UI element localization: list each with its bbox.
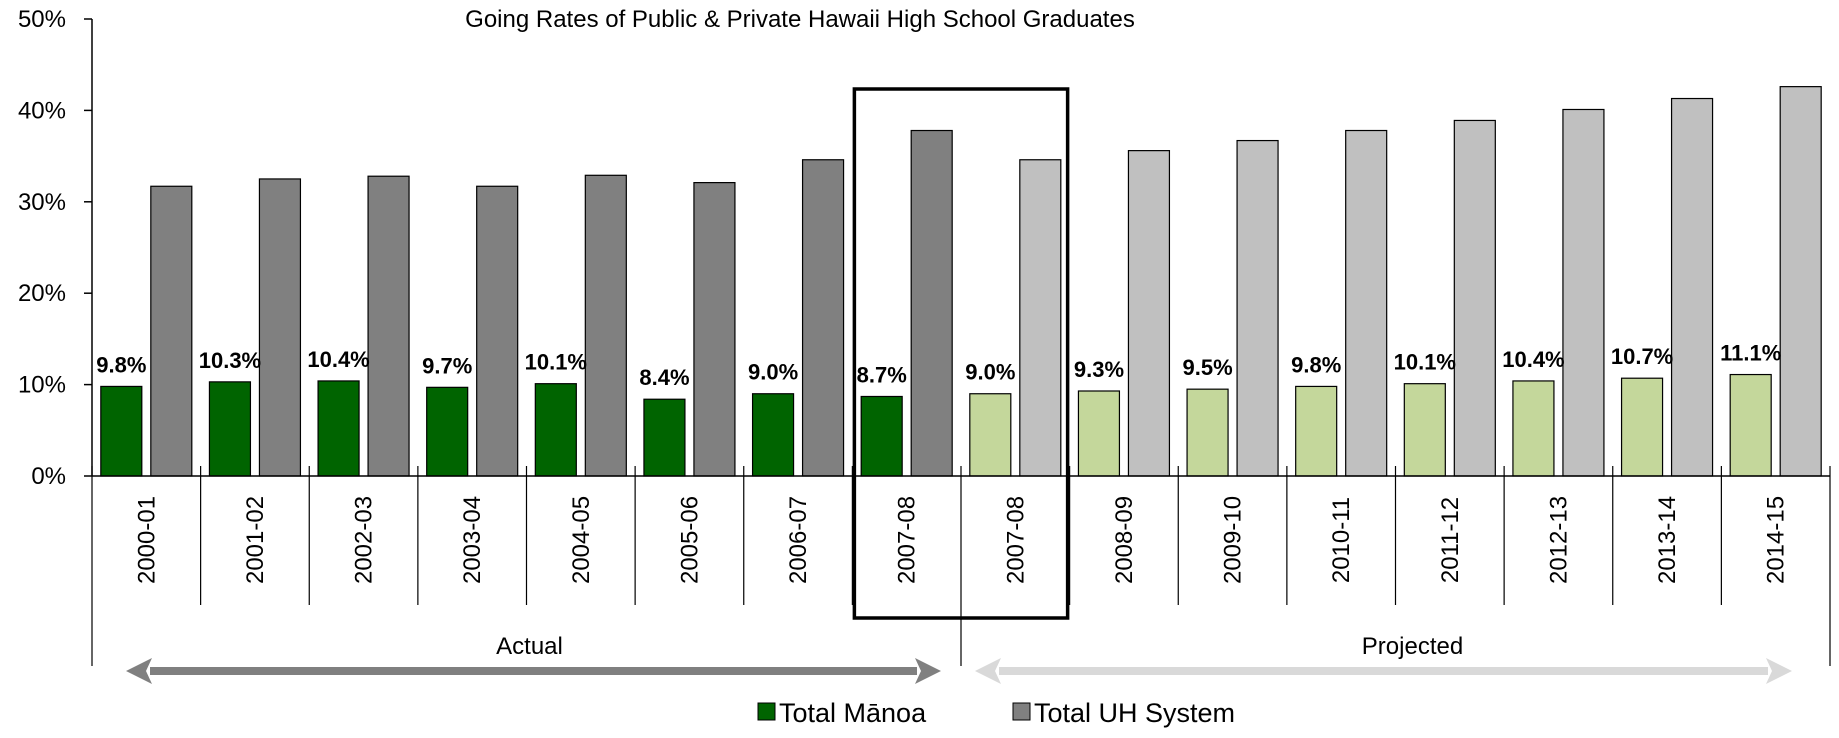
legend: Total Mānoa Total UH System [757, 698, 1235, 728]
legend-swatch [757, 702, 776, 721]
bar-manoa [1512, 380, 1555, 477]
bar-uh-system [258, 178, 302, 477]
legend-swatch [1012, 702, 1031, 721]
bar-uh-system [801, 159, 845, 477]
data-label-manoa: 9.3% [1074, 357, 1124, 382]
data-label-manoa: 10.3% [199, 348, 261, 373]
data-label-manoa: 10.7% [1611, 344, 1673, 369]
y-tick-label: 30% [18, 189, 66, 216]
x-tick-label: 2002-03 [351, 496, 378, 584]
projected-arrow [975, 658, 1792, 684]
x-tick-label: 2014-15 [1763, 496, 1790, 584]
bar-manoa [1403, 383, 1446, 477]
projected-arrow-head-right [1766, 658, 1792, 684]
x-axis: 2000-01 2001-02 2002-03 2003-04 2004-05 2005-… [91, 87, 1831, 666]
bar-manoa [534, 383, 577, 477]
data-label-manoa: 10.4% [1502, 347, 1564, 372]
bar-uh-system [1127, 150, 1171, 477]
actual-arrow-shaft [150, 667, 917, 675]
x-tick-label: 2007-08 [894, 496, 921, 584]
bar-manoa [1186, 388, 1229, 477]
bar-manoa [1077, 390, 1121, 477]
bar-manoa [643, 398, 686, 477]
y-tick-label: 20% [18, 280, 66, 307]
bar-manoa [1295, 385, 1338, 477]
bar-uh-system [1779, 86, 1822, 477]
x-tick-label: 2010-11 [1328, 497, 1355, 583]
actual-arrow [126, 658, 941, 684]
y-tick-label: 0% [31, 463, 66, 490]
bar-manoa [969, 393, 1012, 477]
x-tick-label: 2011-12 [1437, 497, 1464, 583]
x-tick-label: 2008-09 [1111, 496, 1138, 584]
period-label-projected: Projected [1362, 633, 1463, 660]
period-arrows: Actual Projected [126, 633, 1792, 684]
data-label-manoa: 10.4% [307, 347, 369, 372]
bar-manoa [1729, 373, 1772, 477]
period-label-actual: Actual [496, 633, 563, 660]
bars [100, 86, 1822, 477]
data-label-manoa: 9.8% [96, 352, 146, 377]
bar-uh-system [476, 185, 519, 477]
x-tick-label: 2001-02 [242, 496, 269, 584]
x-tick-label: 2004-05 [568, 496, 595, 584]
data-label-manoa: 10.1% [1394, 350, 1456, 375]
y-axis: 0% 10% 20% 30% 40% 50% [18, 6, 93, 490]
bar-manoa [317, 380, 360, 477]
bar-uh-system [584, 174, 627, 477]
data-label-manoa: 9.0% [748, 360, 798, 385]
x-tick-label: 2006-07 [785, 496, 812, 584]
legend-label: Total Mānoa [779, 698, 927, 728]
actual-arrow-head-right [915, 658, 941, 684]
x-tick-label: 2003-04 [459, 496, 486, 584]
projected-arrow-shaft [999, 667, 1768, 675]
bar-manoa [100, 385, 143, 477]
chart-title: Going Rates of Public & Private Hawaii H… [465, 6, 1135, 33]
bar-uh-system [693, 182, 736, 477]
data-label-manoa: 10.1% [525, 350, 587, 375]
actual-arrow-head-left [126, 658, 152, 684]
bar-manoa [208, 381, 252, 477]
data-label-manoa: 9.0% [965, 360, 1015, 385]
bar-uh-system [910, 129, 953, 477]
projected-arrow-head-left [975, 658, 1001, 684]
x-tick-label: 2009-10 [1220, 496, 1247, 584]
x-tick-label: 2000-01 [133, 496, 160, 584]
x-tick-label: 2005-06 [676, 496, 703, 584]
y-tick-label: 50% [18, 6, 66, 33]
data-label-manoa: 8.4% [639, 365, 689, 390]
x-tick-label: 2012-13 [1545, 496, 1572, 584]
bar-manoa [860, 395, 903, 477]
bar-uh-system [1670, 97, 1714, 477]
bar-manoa [1620, 377, 1664, 477]
bar-manoa [751, 393, 795, 477]
bar-uh-system [1562, 108, 1605, 477]
bar-uh-system [1453, 119, 1496, 477]
bar-uh-system [1345, 129, 1388, 477]
data-label-manoa: 8.7% [857, 362, 907, 387]
x-tick-label: 2013-14 [1654, 496, 1681, 584]
bar-uh-system [367, 175, 410, 477]
bar-uh-system [1236, 139, 1279, 477]
data-label-manoa: 9.7% [422, 353, 472, 378]
highlight-box [852, 87, 1070, 620]
y-tick-label: 40% [18, 97, 66, 124]
bar-uh-system [1019, 159, 1062, 477]
bar-data-labels: 9.8% 10.3% 10.4% 9.7% 10.1% 8.4% 9.0% 8.7% 9.0% 9… [96, 341, 1781, 391]
data-label-manoa: 9.5% [1182, 355, 1232, 380]
x-tick-label: 2007-08 [1002, 496, 1029, 584]
bar-manoa [426, 386, 469, 477]
data-label-manoa: 9.8% [1291, 352, 1341, 377]
legend-label: Total UH System [1034, 698, 1235, 728]
data-label-manoa: 11.1% [1720, 341, 1781, 366]
y-tick-label: 10% [18, 372, 66, 399]
bar-uh-system [150, 185, 193, 477]
